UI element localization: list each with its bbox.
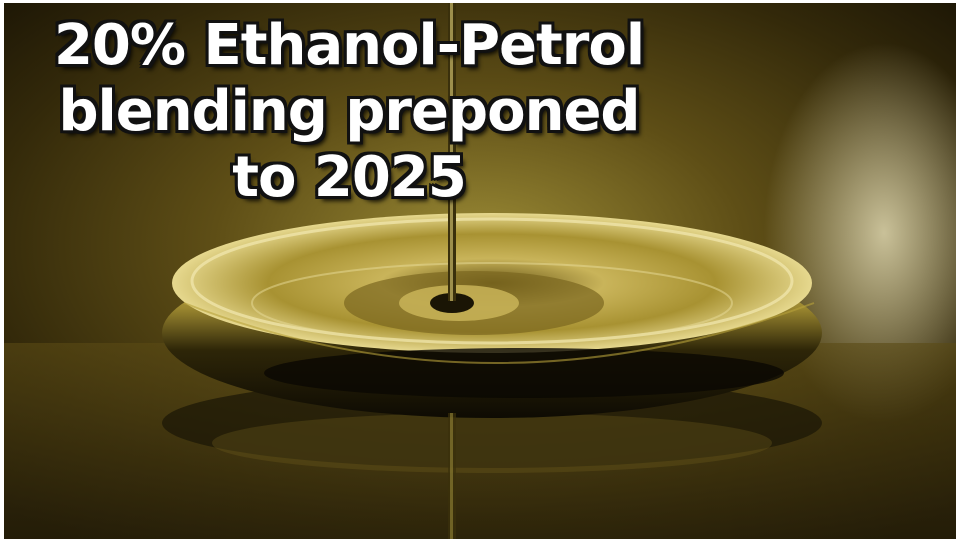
- headline-line-1: 20% Ethanol-Petrol: [53, 13, 645, 78]
- news-image: 20% Ethanol-Petrol blending preponed to …: [4, 3, 956, 539]
- headline-line-2: blending preponed: [58, 79, 640, 144]
- headline-line-3: to 2025: [232, 145, 467, 210]
- oil-drop-photo: [4, 3, 956, 539]
- headline: 20% Ethanol-Petrol blending preponed to …: [4, 13, 694, 211]
